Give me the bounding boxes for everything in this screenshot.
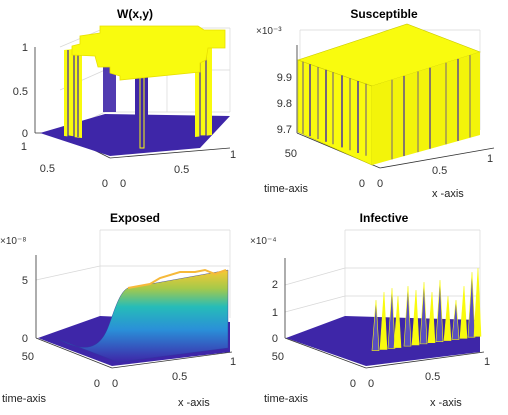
infective-spike xyxy=(393,295,402,348)
infective-spike xyxy=(411,289,420,346)
infective-spike xyxy=(435,279,444,342)
panel-2-title: Susceptible xyxy=(350,7,418,21)
infective-spike xyxy=(473,267,482,337)
e-ztick-5: 5 xyxy=(22,275,28,287)
infective-spikes xyxy=(371,267,482,351)
s-ztick-99: 9.9 xyxy=(277,72,292,84)
infective-exponent: ×10⁻⁴ xyxy=(250,236,277,247)
s-xtick-0: 0 xyxy=(377,178,383,190)
s-xtick-05: 0.5 xyxy=(432,165,447,177)
w-plateau xyxy=(71,25,226,81)
w-ztick-05: 0.5 xyxy=(13,86,28,98)
panel-infective: Infective ×10⁻⁴ 2 1 0 50 0 0 0.5 1 time-… xyxy=(250,211,490,409)
i-xtick-0: 0 xyxy=(368,378,374,390)
i-xlabel: x -axis xyxy=(430,397,462,409)
w-xtick-05: 0.5 xyxy=(174,164,189,176)
w-xtick-1: 1 xyxy=(230,149,236,161)
i-xtick-05: 0.5 xyxy=(425,371,440,383)
panel-exposed: Exposed ×10⁻⁸ 5 0 50 0 0 0.5 1 time-axis… xyxy=(0,211,236,409)
panel-w-xy: W(x,y) 1 0.5 0 1 0.5 0 0 0.5 1 xyxy=(13,7,236,190)
e-xtick-05: 0.5 xyxy=(172,371,187,383)
w-ytick-0: 0 xyxy=(102,178,108,190)
s-xtick-1: 1 xyxy=(487,153,493,165)
s-ztick-98: 9.8 xyxy=(277,98,292,110)
i-ytick-50: 50 xyxy=(272,351,284,363)
i-ztick-0: 0 xyxy=(272,333,278,345)
w-xtick-0: 0 xyxy=(120,178,126,190)
s-xlabel: x -axis xyxy=(432,188,464,200)
panel-1-title: W(x,y) xyxy=(117,7,153,21)
e-ytick-0: 0 xyxy=(94,378,100,390)
i-ztick-1: 1 xyxy=(272,307,278,319)
e-xtick-1: 1 xyxy=(230,356,236,368)
infective-spike xyxy=(451,299,460,340)
e-ylabel: time-axis xyxy=(2,393,47,405)
i-xtick-1: 1 xyxy=(484,356,490,368)
susceptible-stripes xyxy=(302,55,471,160)
e-xlabel: x -axis xyxy=(178,397,210,409)
s-ytick-50: 50 xyxy=(285,148,297,160)
w-ztick-0: 0 xyxy=(22,128,28,140)
e-xtick-0: 0 xyxy=(112,378,118,390)
infective-spike xyxy=(403,285,412,347)
infective-spike xyxy=(371,299,380,351)
infective-spike xyxy=(379,291,388,350)
susceptible-slab-side xyxy=(372,52,480,165)
infective-spike xyxy=(459,285,468,339)
infective-spike xyxy=(419,281,428,345)
i-ylabel: time-axis xyxy=(264,393,309,405)
s-ytick-0: 0 xyxy=(359,178,365,190)
w-ztick-1: 1 xyxy=(22,42,28,54)
panel-susceptible: Susceptible ×10⁻³ 9.9 9.8 9.7 50 0 0 0.5… xyxy=(256,7,495,200)
i-ztick-2: 2 xyxy=(272,279,278,291)
exposed-exponent: ×10⁻⁸ xyxy=(0,236,26,247)
infective-spike xyxy=(387,287,396,349)
i-ytick-0: 0 xyxy=(350,378,356,390)
s-ztick-97: 9.7 xyxy=(277,124,292,136)
susceptible-exponent: ×10⁻³ xyxy=(256,26,282,37)
s-ylabel: time-axis xyxy=(264,183,309,195)
w-ytick-05: 0.5 xyxy=(40,163,55,175)
e-ztick-0: 0 xyxy=(22,333,28,345)
panel-3-title: Exposed xyxy=(110,211,160,225)
infective-spike xyxy=(467,271,476,338)
w-leg-left xyxy=(64,48,82,138)
w-ytick-1: 1 xyxy=(21,141,27,153)
infective-spike xyxy=(443,295,452,341)
panel-4-title: Infective xyxy=(360,211,409,225)
infective-spike xyxy=(427,291,436,344)
exposed-surface xyxy=(59,269,229,363)
e-ytick-50: 50 xyxy=(22,351,34,363)
